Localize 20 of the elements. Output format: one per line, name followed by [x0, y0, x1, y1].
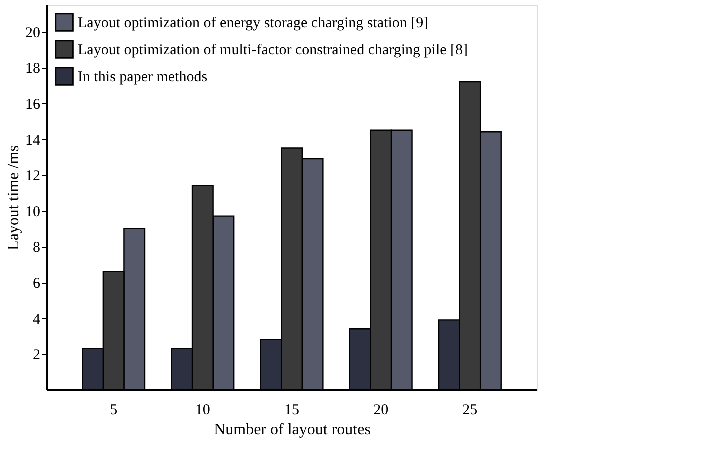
- x-axis-title: Number of layout routes: [214, 422, 371, 438]
- y-tick-label: 16: [26, 96, 41, 113]
- y-tick-label: 8: [33, 240, 40, 256]
- legend-label: Layout optimization of multi-factor constrained charging pile [8]: [78, 42, 468, 58]
- x-tick-label: 25: [462, 402, 478, 418]
- y-tick-label: 12: [26, 168, 40, 185]
- y-tick-label: 2: [33, 348, 40, 364]
- x-tick-label: 15: [284, 402, 300, 418]
- x-tick-label: 20: [374, 402, 389, 418]
- y-axis-title: Layout time /ms: [6, 146, 22, 250]
- legend-label: Layout optimization of energy storage charging station [9]: [78, 16, 429, 32]
- y-tick-label: 18: [26, 61, 40, 78]
- y-tick-label: 6: [33, 276, 41, 292]
- y-tick-label: 20: [26, 25, 40, 42]
- y-tick-label: 4: [33, 312, 41, 328]
- x-tick-label: 5: [110, 402, 118, 418]
- legend-label: In this paper methods: [78, 70, 208, 86]
- y-tick-label: 10: [26, 204, 40, 220]
- x-tick-label: 10: [195, 402, 210, 418]
- y-tick-label: 14: [26, 132, 41, 149]
